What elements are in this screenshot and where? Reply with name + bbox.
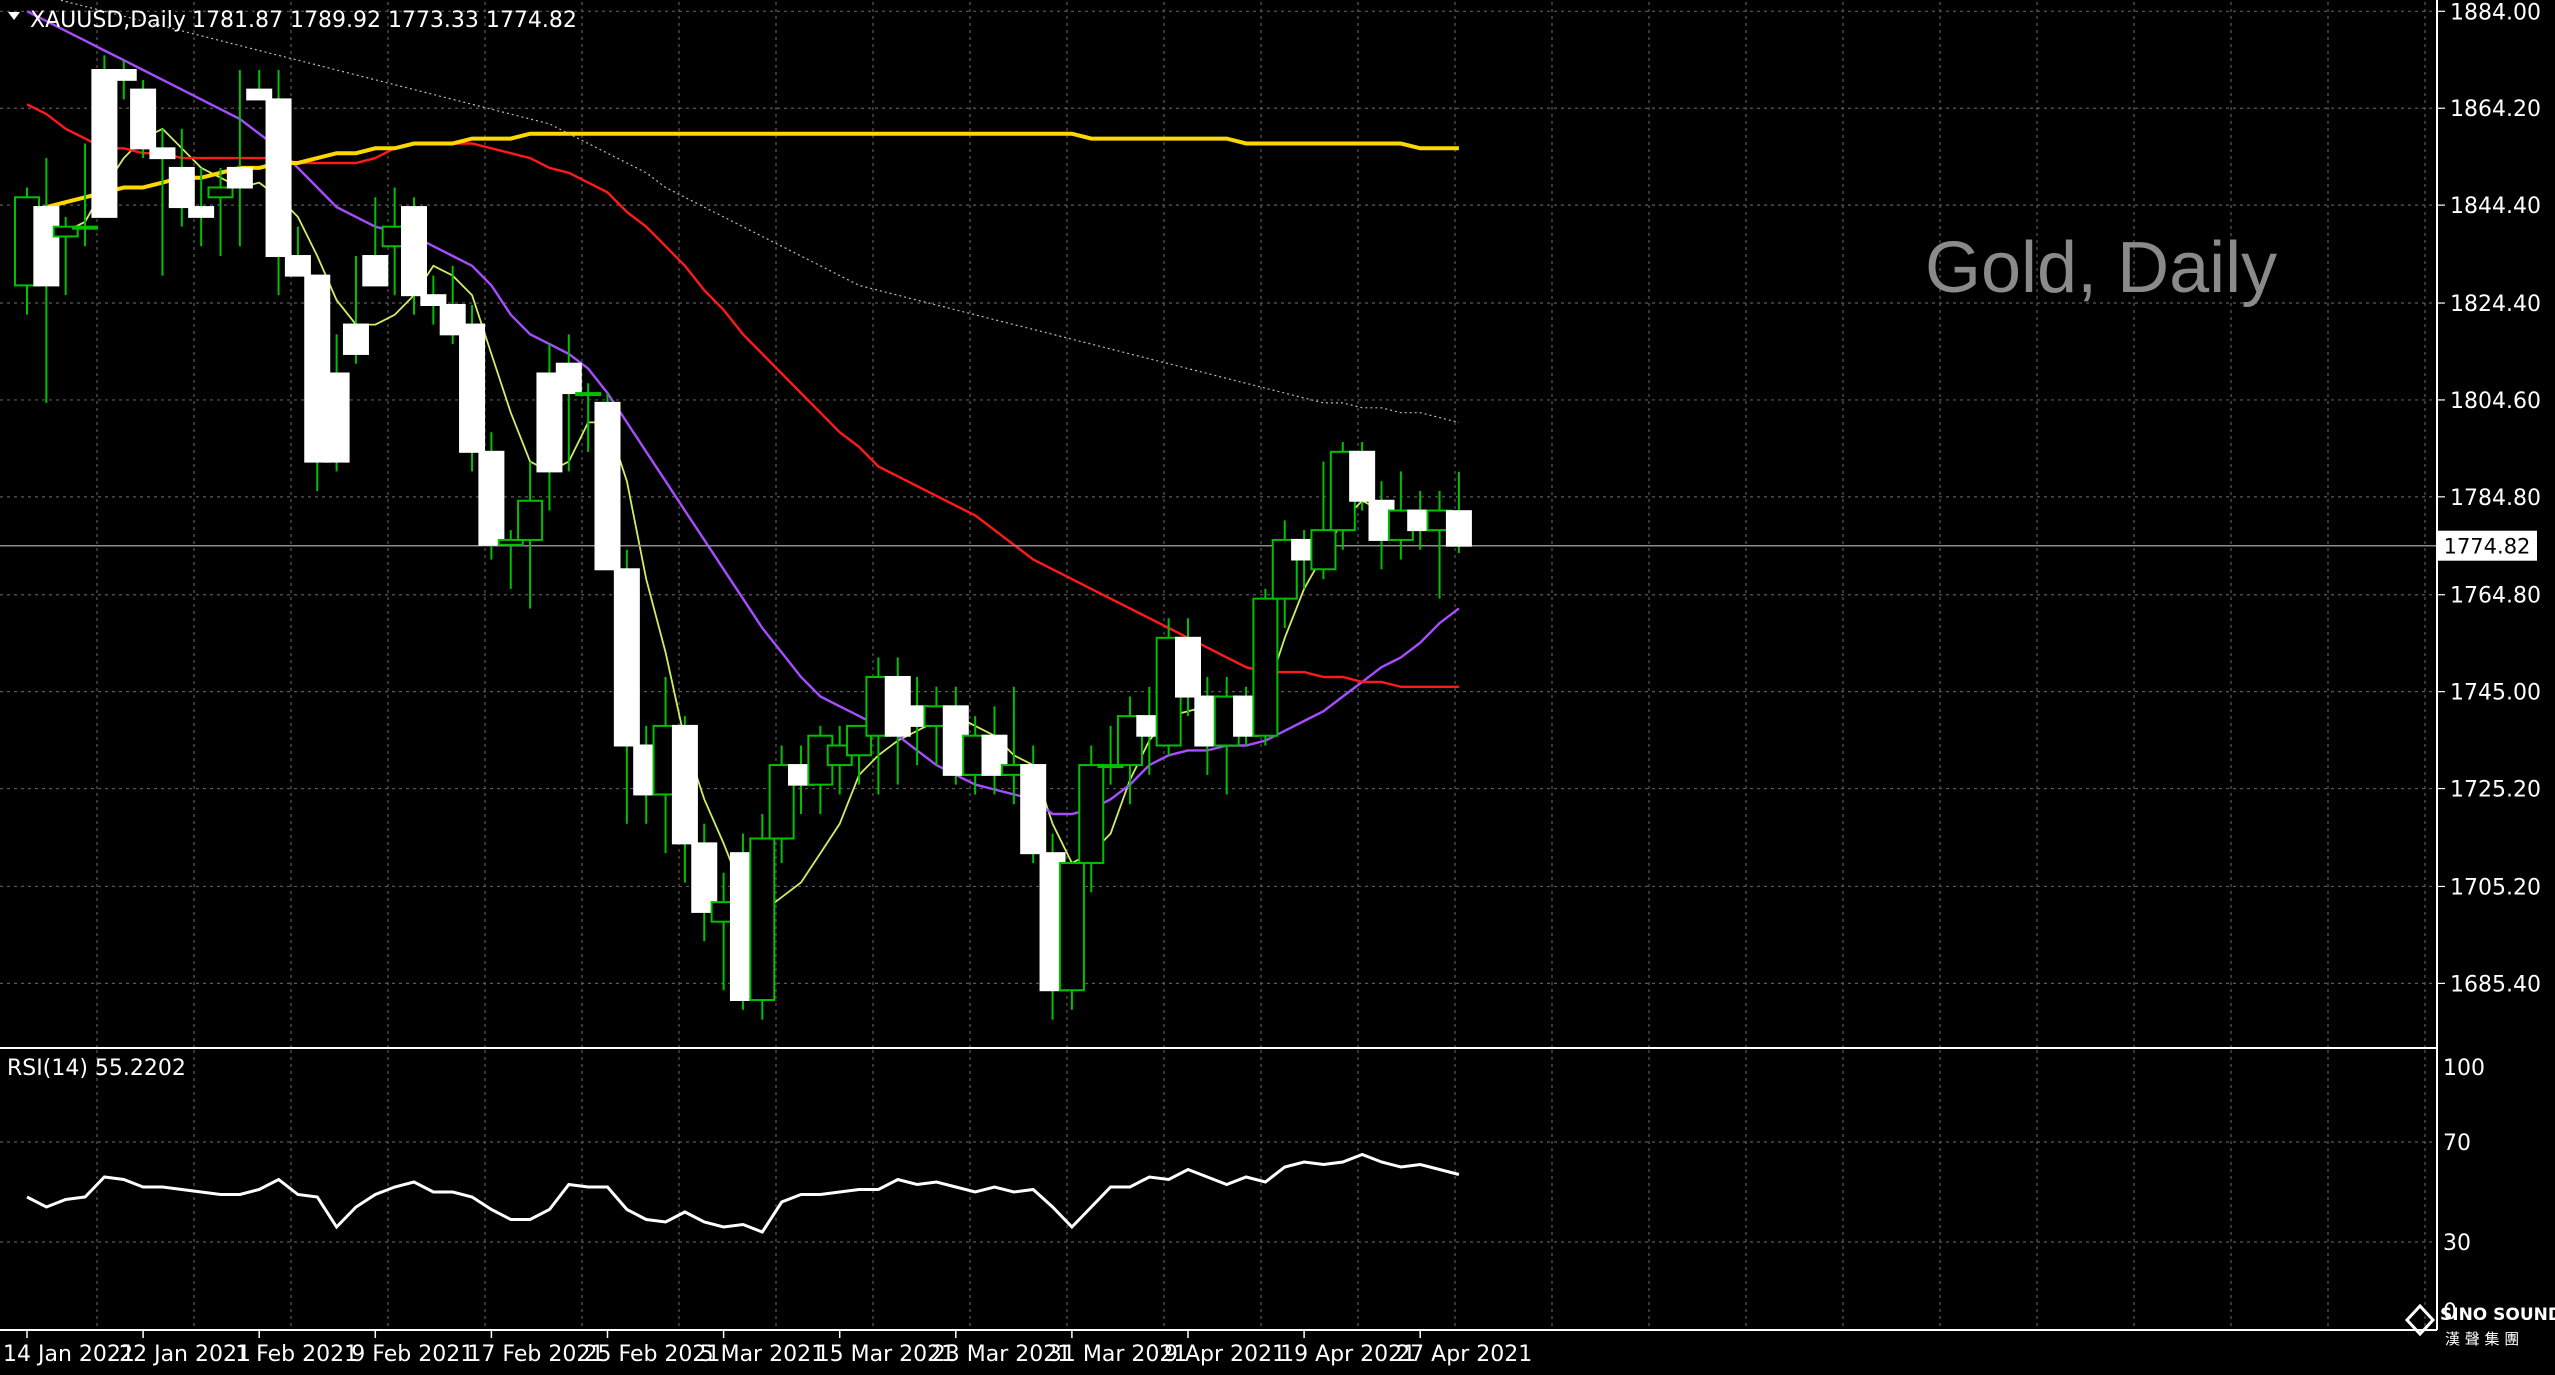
chart-header: XAUUSD,Daily 1781.87 1789.92 1773.33 177… bbox=[8, 8, 577, 33]
symbol-timeframe-label: XAUUSD,Daily bbox=[30, 8, 186, 33]
candle-body bbox=[671, 724, 698, 845]
candle-body bbox=[1020, 764, 1047, 855]
candle-body bbox=[110, 69, 137, 81]
logo-subtitle: 漢 聲 集 團 bbox=[2445, 1330, 2519, 1348]
price-tick-label: 1764.80 bbox=[2450, 584, 2541, 609]
time-tick-label: 14 Jan 2021 bbox=[3, 1342, 135, 1367]
price-tick-label: 1824.40 bbox=[2450, 292, 2541, 317]
logo-diamond-icon bbox=[2404, 1303, 2436, 1337]
price-tick-label: 1804.60 bbox=[2450, 389, 2541, 414]
candle-body bbox=[497, 538, 524, 546]
price-tick-label: 1725.20 bbox=[2450, 778, 2541, 803]
candle-body bbox=[749, 837, 776, 1002]
candle-body bbox=[1058, 861, 1085, 992]
candle-body bbox=[323, 372, 350, 463]
rsi-tick-label: 70 bbox=[2443, 1131, 2471, 1156]
price-tick-label: 1784.80 bbox=[2450, 486, 2541, 511]
candle-body bbox=[265, 98, 292, 258]
price-tick-label: 1705.20 bbox=[2450, 875, 2541, 900]
candle-body bbox=[130, 88, 157, 150]
dropdown-triangle-icon[interactable] bbox=[8, 12, 20, 20]
price-tick-label: 1844.40 bbox=[2450, 194, 2541, 219]
rsi-tick-label: 100 bbox=[2443, 1056, 2485, 1081]
candle-body bbox=[188, 206, 215, 218]
candle-body bbox=[1116, 715, 1143, 767]
time-tick-label: 22 Jan 2021 bbox=[119, 1342, 251, 1367]
candle-body bbox=[342, 323, 369, 355]
time-tick-label: 9 Apr 2021 bbox=[1164, 1342, 1286, 1367]
time-tick-label: 19 Apr 2021 bbox=[1280, 1342, 1416, 1367]
rsi-line bbox=[26, 1152, 1460, 1234]
time-tick-label: 27 Apr 2021 bbox=[1396, 1342, 1532, 1367]
candles bbox=[14, 55, 1472, 1020]
price-tick-label: 1685.40 bbox=[2450, 972, 2541, 997]
sino-sound-logo: SINO SOUND 漢 聲 集 團 bbox=[2404, 1303, 2555, 1348]
candle-body bbox=[691, 842, 718, 913]
time-tick-label: 15 Mar 2021 bbox=[816, 1342, 955, 1367]
candle-body bbox=[575, 392, 602, 397]
candle-body bbox=[478, 450, 505, 546]
candle-body bbox=[1252, 597, 1279, 737]
candle-body bbox=[91, 69, 118, 218]
candle-body bbox=[1445, 510, 1472, 547]
current-price-label: 1774.82 bbox=[2444, 535, 2531, 559]
candle-body bbox=[52, 225, 79, 238]
time-tick-label: 5 Mar 2021 bbox=[700, 1342, 825, 1367]
candle-body bbox=[168, 166, 195, 209]
time-tick-label: 31 Mar 2021 bbox=[1048, 1342, 1187, 1367]
logo-text: SINO SOUND bbox=[2440, 1305, 2555, 1325]
candle-body bbox=[1175, 636, 1201, 698]
chart-watermark: Gold, Daily bbox=[1925, 228, 2277, 308]
candle-body bbox=[207, 186, 234, 199]
ohlc-values: 1781.87 1789.92 1773.33 1774.82 bbox=[192, 8, 577, 33]
candle-body bbox=[613, 568, 640, 747]
candle-body bbox=[1349, 450, 1376, 502]
price-tick-label: 1745.00 bbox=[2450, 681, 2541, 706]
candle-body bbox=[420, 294, 447, 306]
candle-body bbox=[594, 401, 621, 571]
time-tick-label: 23 Mar 2021 bbox=[932, 1342, 1071, 1367]
candle-body bbox=[1310, 529, 1337, 571]
time-tick-label: 9 Feb 2021 bbox=[351, 1342, 474, 1367]
rsi-tick-label: 0 bbox=[2443, 1300, 2457, 1325]
candle-body bbox=[246, 88, 273, 101]
candle-body bbox=[72, 225, 99, 230]
moving-average-line bbox=[57, 0, 1460, 423]
rsi-panel bbox=[26, 1152, 1460, 1234]
candle-body bbox=[226, 166, 253, 189]
candle-body bbox=[149, 147, 176, 160]
candle-body bbox=[401, 206, 427, 297]
candle-body bbox=[33, 206, 60, 287]
time-tick-label: 1 Feb 2021 bbox=[235, 1342, 358, 1367]
current-price-marker: 1774.82 bbox=[2437, 530, 2537, 561]
rsi-tick-label: 30 bbox=[2443, 1231, 2471, 1256]
candle-body bbox=[517, 499, 544, 541]
price-tick-label: 1864.20 bbox=[2450, 97, 2541, 122]
candle-body bbox=[284, 255, 311, 277]
candle-body bbox=[555, 362, 582, 395]
candle-body bbox=[362, 255, 389, 287]
price-tick-label: 1884.00 bbox=[2450, 0, 2541, 25]
candle-body bbox=[459, 323, 486, 453]
candle-body bbox=[1078, 764, 1105, 864]
time-tick-label: 17 Feb 2021 bbox=[467, 1342, 604, 1367]
time-tick-label: 25 Feb 2021 bbox=[584, 1342, 721, 1367]
rsi-label: RSI(14) 55.2202 bbox=[7, 1056, 186, 1081]
